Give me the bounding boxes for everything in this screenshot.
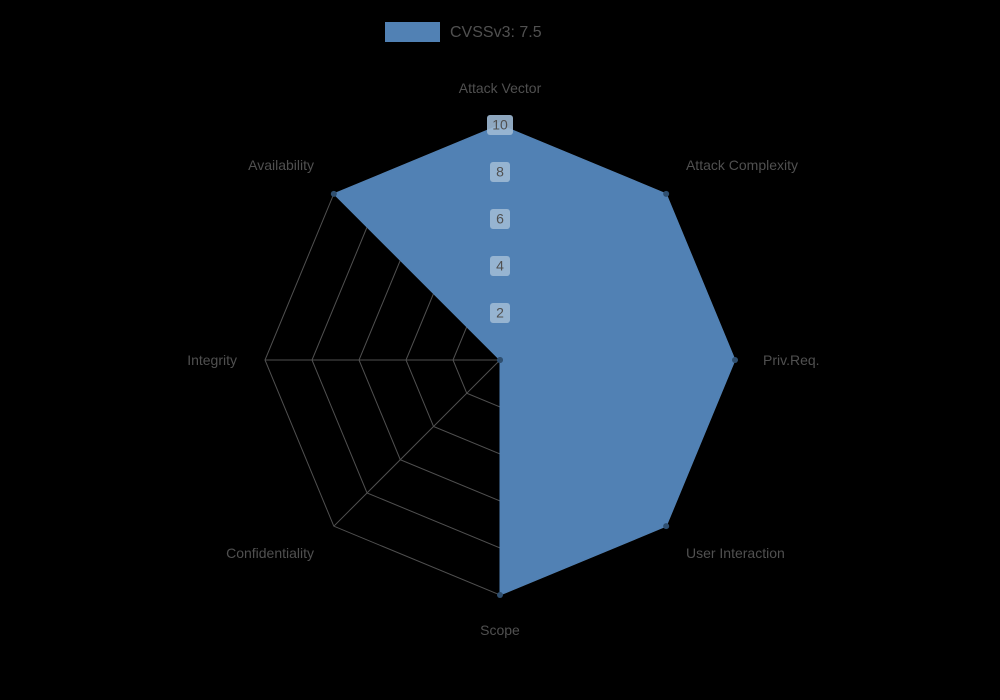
series-marker: [663, 191, 669, 197]
legend-swatch: [385, 22, 440, 42]
series-marker: [331, 191, 337, 197]
tick-label: 8: [496, 164, 504, 180]
axis-label: Confidentiality: [226, 545, 314, 561]
axis-label: Scope: [480, 622, 520, 638]
tick-label: 4: [496, 258, 504, 274]
axis-label: Attack Complexity: [686, 157, 798, 173]
axis-label: Priv.Req.: [763, 352, 820, 368]
legend-label: CVSSv3: 7.5: [450, 24, 542, 41]
tick-label: 6: [496, 211, 504, 227]
series-marker: [663, 523, 669, 529]
radar-chart: 2 4 6 8 10 Attack Vector Attack Complexity Priv…: [0, 0, 1000, 700]
tick-label: 2: [496, 305, 504, 321]
axis-label: User Interaction: [686, 545, 785, 561]
legend: CVSSv3: 7.5: [385, 22, 542, 42]
axis-label: Integrity: [187, 352, 237, 368]
series-marker: [497, 592, 503, 598]
axis-label: Attack Vector: [459, 80, 542, 96]
series-marker: [732, 357, 738, 363]
tick-label: 10: [492, 117, 508, 133]
radar-svg: 2 4 6 8 10 Attack Vector Attack Complexity Priv…: [0, 0, 1000, 700]
series-marker: [497, 357, 503, 363]
axis-label: Availability: [248, 157, 314, 173]
